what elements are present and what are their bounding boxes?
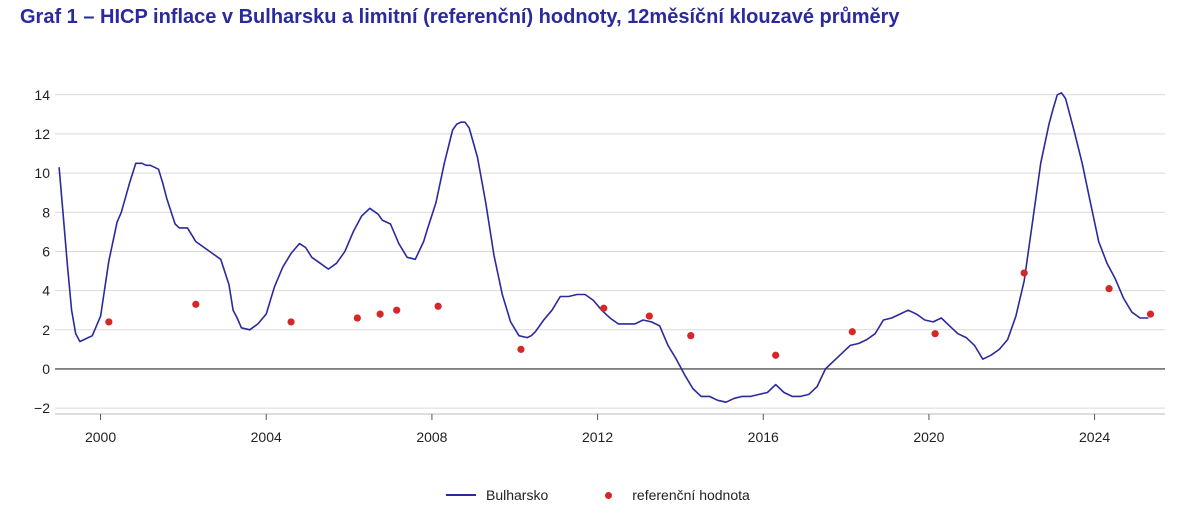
legend-line-swatch	[446, 494, 476, 496]
reference-point	[517, 346, 524, 353]
legend-label-referencni: referenční hodnota	[632, 487, 750, 503]
reference-point	[287, 318, 294, 325]
reference-point	[377, 311, 384, 318]
reference-point	[393, 307, 400, 314]
reference-point	[192, 301, 199, 308]
reference-point	[932, 330, 939, 337]
reference-point	[1021, 269, 1028, 276]
legend-label-bulharsko: Bulharsko	[486, 487, 548, 503]
y-tick-label: 8	[42, 204, 50, 220]
legend: Bulharsko referenční hodnota	[446, 487, 750, 503]
x-tick-label: 2004	[251, 429, 282, 445]
y-tick-label: −2	[34, 400, 50, 416]
reference-point	[687, 332, 694, 339]
y-tick-label: 6	[42, 243, 50, 259]
reference-point	[646, 312, 653, 319]
x-tick-label: 2000	[85, 429, 116, 445]
reference-point	[772, 352, 779, 359]
x-tick-label: 2008	[416, 429, 447, 445]
y-tick-label: 10	[34, 165, 50, 181]
series-referencni-hodnota	[105, 269, 1154, 358]
legend-dot-swatch	[605, 492, 612, 499]
series-bulharsko	[59, 93, 1148, 402]
reference-point	[435, 303, 442, 310]
reference-point	[600, 305, 607, 312]
y-axis: −2 0 2 4 6 8 10 12 14	[34, 87, 50, 416]
reference-point	[354, 314, 361, 321]
reference-point	[1105, 285, 1112, 292]
x-tick-label: 2024	[1079, 429, 1110, 445]
y-tick-label: 4	[42, 283, 50, 299]
x-tick-label: 2020	[913, 429, 944, 445]
x-tick-label: 2016	[748, 429, 779, 445]
y-tick-label: 12	[34, 126, 50, 142]
x-tick-label: 2012	[582, 429, 613, 445]
y-tick-label: 2	[42, 322, 50, 338]
reference-point	[1147, 311, 1154, 318]
grid-layer	[55, 95, 1165, 414]
reference-point	[849, 328, 856, 335]
series-line-bulharsko	[59, 93, 1148, 402]
y-tick-label: 0	[42, 361, 50, 377]
y-tick-label: 14	[34, 87, 50, 103]
x-axis: 2000 2004 2008 2012 2016 2020 2024	[85, 414, 1110, 445]
reference-point	[105, 318, 112, 325]
